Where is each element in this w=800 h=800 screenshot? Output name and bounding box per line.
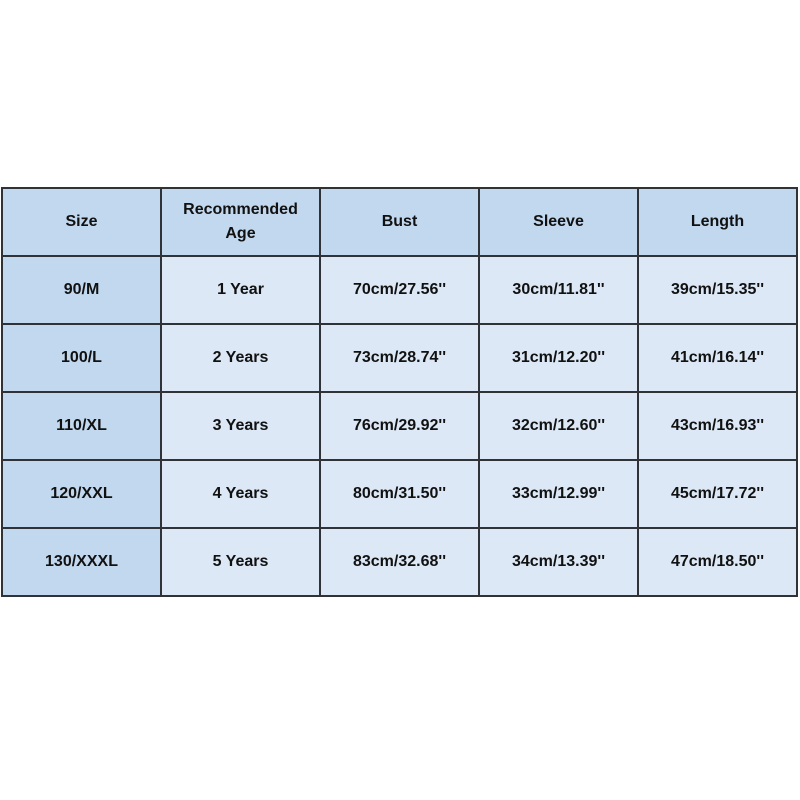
- bust-cell: 83cm/32.68'': [319, 527, 480, 597]
- table-row: 120/XXL 4 Years 80cm/31.50'' 33cm/12.99'…: [1, 459, 798, 529]
- header-size: Size: [1, 187, 162, 257]
- size-cell: 100/L: [1, 323, 162, 393]
- table-row: 130/XXXL 5 Years 83cm/32.68'' 34cm/13.39…: [1, 527, 798, 597]
- sleeve-cell: 33cm/12.99'': [478, 459, 639, 529]
- size-cell: 90/M: [1, 255, 162, 325]
- bust-cell: 80cm/31.50'': [319, 459, 480, 529]
- sleeve-cell: 30cm/11.81'': [478, 255, 639, 325]
- table-row: 110/XL 3 Years 76cm/29.92'' 32cm/12.60''…: [1, 391, 798, 461]
- length-cell: 47cm/18.50'': [637, 527, 798, 597]
- table-row: 100/L 2 Years 73cm/28.74'' 31cm/12.20'' …: [1, 323, 798, 393]
- size-cell: 120/XXL: [1, 459, 162, 529]
- header-sleeve: Sleeve: [478, 187, 639, 257]
- bust-cell: 70cm/27.56'': [319, 255, 480, 325]
- header-age: Recommended Age: [160, 187, 321, 257]
- header-age-label: Recommended Age: [183, 201, 298, 242]
- size-chart-table: Size Recommended Age Bust Sleeve Length …: [1, 187, 798, 597]
- sleeve-cell: 31cm/12.20'': [478, 323, 639, 393]
- bust-cell: 73cm/28.74'': [319, 323, 480, 393]
- age-cell: 2 Years: [160, 323, 321, 393]
- bust-cell: 76cm/29.92'': [319, 391, 480, 461]
- length-cell: 41cm/16.14'': [637, 323, 798, 393]
- length-cell: 45cm/17.72'': [637, 459, 798, 529]
- table-row: 90/M 1 Year 70cm/27.56'' 30cm/11.81'' 39…: [1, 255, 798, 325]
- sleeve-cell: 32cm/12.60'': [478, 391, 639, 461]
- age-cell: 3 Years: [160, 391, 321, 461]
- age-cell: 5 Years: [160, 527, 321, 597]
- length-cell: 39cm/15.35'': [637, 255, 798, 325]
- size-cell: 130/XXXL: [1, 527, 162, 597]
- length-cell: 43cm/16.93'': [637, 391, 798, 461]
- sleeve-cell: 34cm/13.39'': [478, 527, 639, 597]
- header-row: Size Recommended Age Bust Sleeve Length: [1, 187, 798, 257]
- header-length: Length: [637, 187, 798, 257]
- age-cell: 1 Year: [160, 255, 321, 325]
- size-cell: 110/XL: [1, 391, 162, 461]
- age-cell: 4 Years: [160, 459, 321, 529]
- header-bust: Bust: [319, 187, 480, 257]
